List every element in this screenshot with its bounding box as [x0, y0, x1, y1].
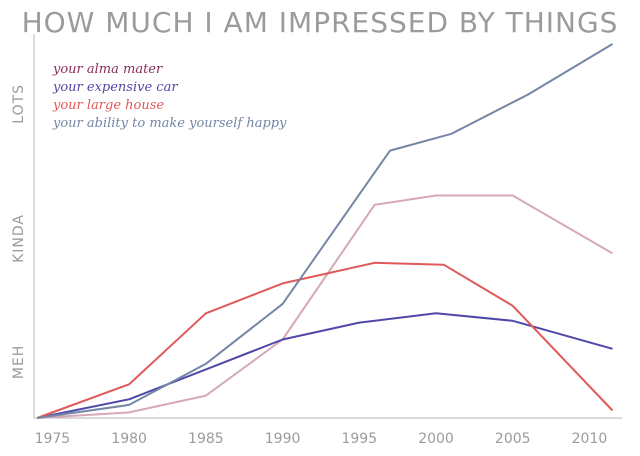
legend-entry: your large house [52, 98, 164, 113]
legend-entry: your ability to make yourself happy [52, 116, 287, 131]
x-tick-label: 2005 [495, 431, 531, 447]
x-tick-label: 1975 [35, 431, 71, 447]
x-tick-label: 1985 [188, 431, 224, 447]
series-line-2 [36, 261, 614, 419]
series-line-3 [36, 43, 614, 419]
legend-entry: your expensive car [52, 80, 178, 95]
legend-entry: your alma mater [52, 62, 163, 77]
chart-title: HOW MUCH I AM IMPRESSED BY THINGS [22, 6, 619, 39]
x-tick-label: 1980 [111, 431, 147, 447]
y-tick-label: LOTS [11, 84, 27, 124]
axes: 1975 1980 1985 1990 1995 2000 2005 2010 MEH KINDA… [11, 34, 622, 447]
series-line-0 [37, 194, 614, 419]
y-tick-label: KINDA [11, 214, 27, 263]
legend: your alma mater your expensive car your la… [52, 62, 287, 131]
x-tick-label: 2000 [418, 431, 454, 447]
series-lines [36, 43, 614, 419]
x-tick-label: 2010 [572, 431, 608, 447]
series-line-1 [36, 312, 613, 419]
y-tick-label: MEH [11, 345, 27, 379]
x-tick-label: 1990 [265, 431, 301, 447]
x-tick-label: 1995 [341, 431, 377, 447]
